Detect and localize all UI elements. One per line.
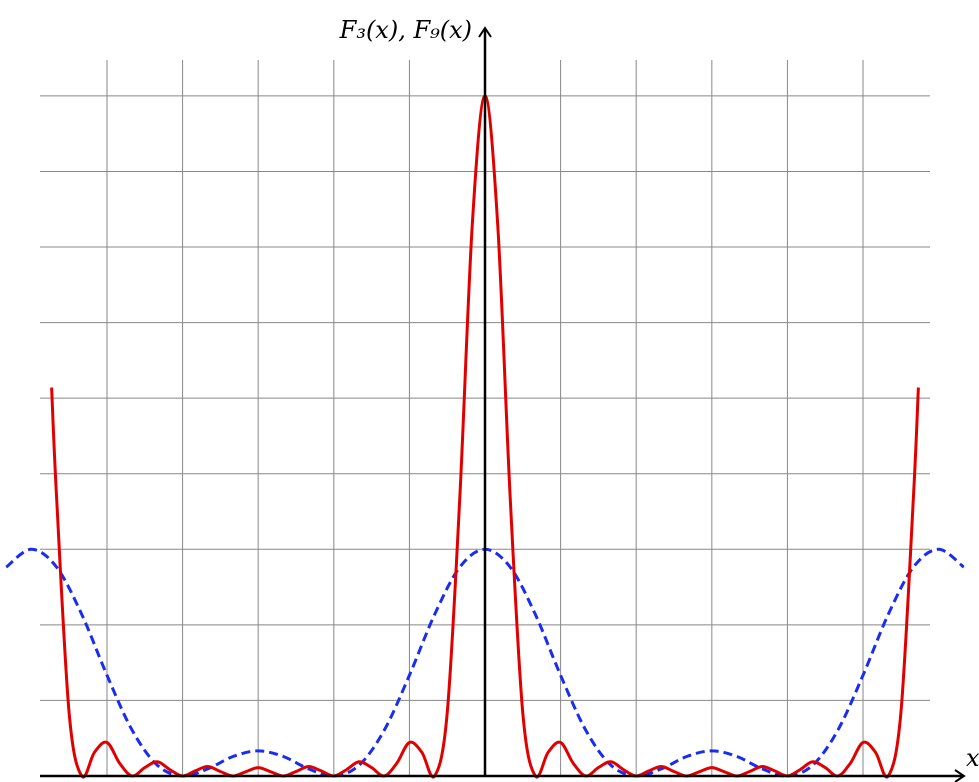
x-axis-arrow bbox=[954, 769, 966, 782]
y-axis-arrow bbox=[478, 26, 492, 38]
axes bbox=[40, 26, 966, 782]
x-axis-label: x bbox=[966, 744, 979, 772]
y-axis-label: F₃(x), F₉(x) bbox=[339, 16, 472, 44]
